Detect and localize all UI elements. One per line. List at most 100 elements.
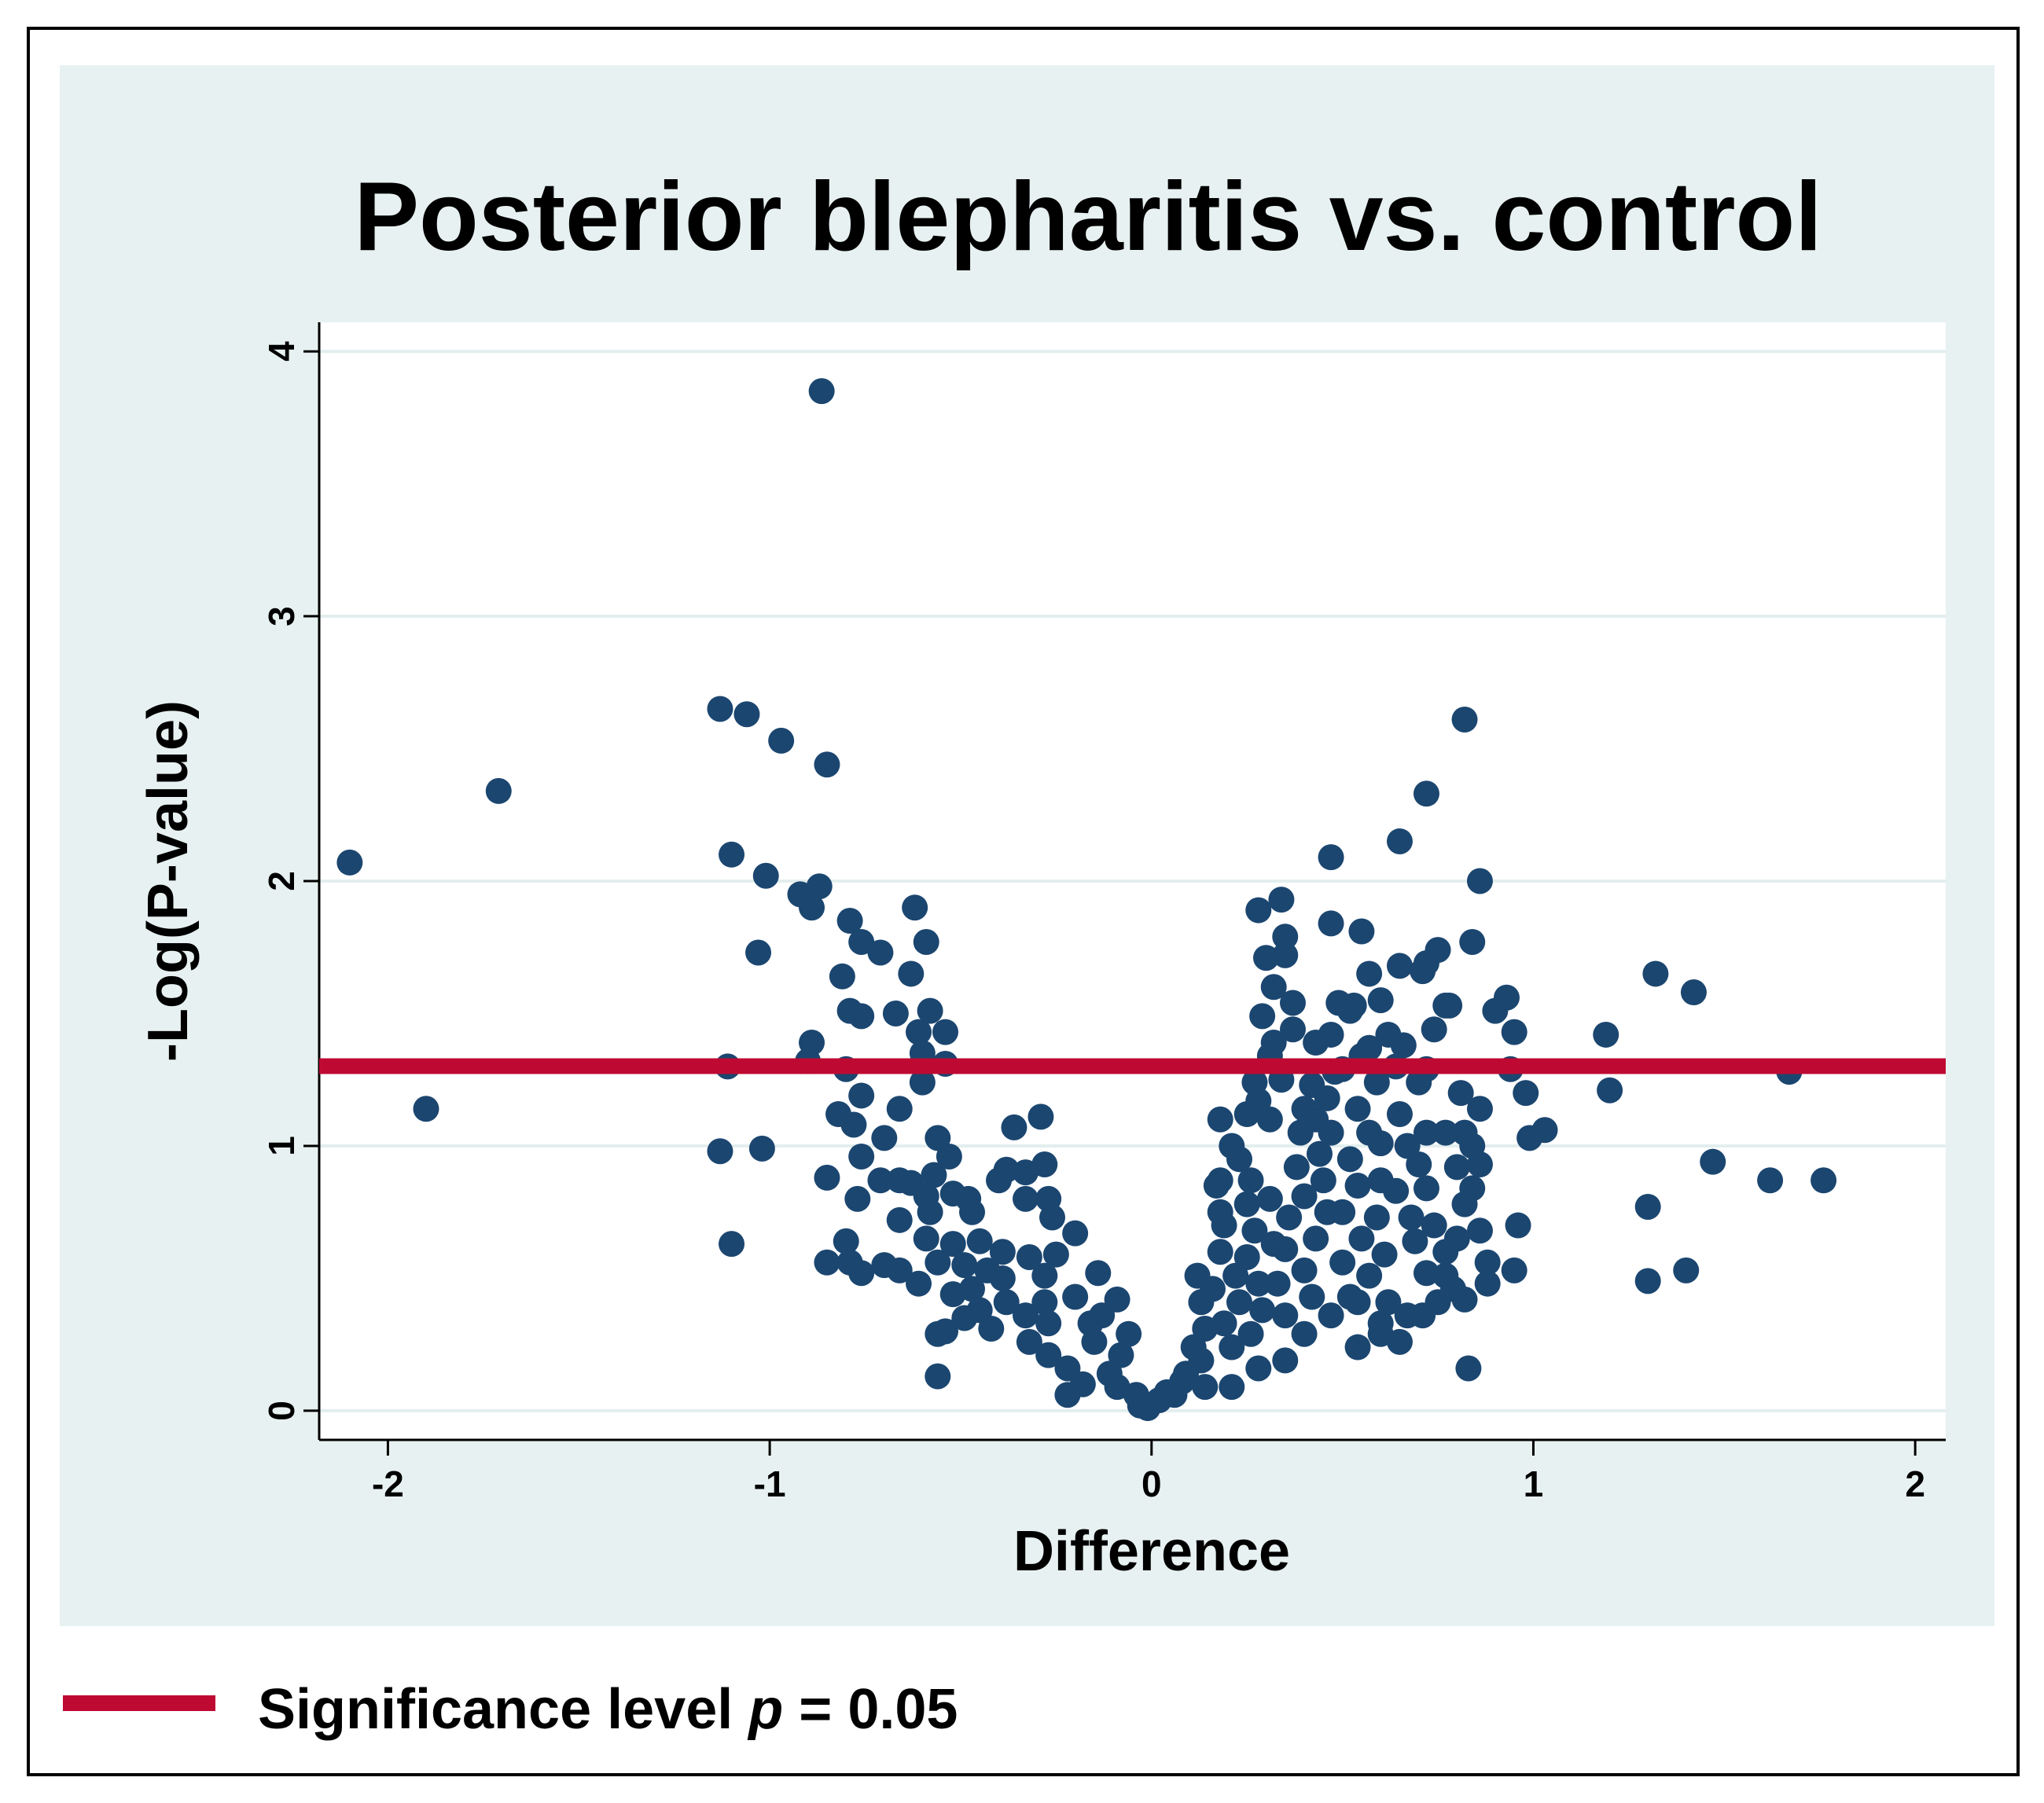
point bbox=[1451, 706, 1478, 733]
point bbox=[1344, 1096, 1371, 1122]
point bbox=[1413, 1175, 1439, 1202]
point bbox=[1062, 1220, 1089, 1247]
point bbox=[867, 1167, 894, 1194]
point bbox=[1252, 945, 1279, 971]
point bbox=[1318, 910, 1344, 937]
point bbox=[1291, 1257, 1318, 1283]
y-tick-label: 0 bbox=[261, 1401, 302, 1421]
point bbox=[886, 1096, 913, 1122]
point bbox=[1436, 992, 1463, 1019]
point bbox=[1680, 979, 1707, 1006]
point bbox=[913, 929, 939, 956]
point bbox=[1459, 1133, 1486, 1159]
point bbox=[1299, 1283, 1325, 1310]
point bbox=[1028, 1103, 1054, 1130]
point bbox=[1344, 1289, 1371, 1316]
point bbox=[1035, 1342, 1062, 1368]
point bbox=[1413, 1119, 1439, 1146]
point bbox=[959, 1199, 986, 1225]
point bbox=[1184, 1262, 1211, 1289]
point bbox=[1260, 1231, 1287, 1258]
point bbox=[1256, 1185, 1283, 1212]
legend-label-part: Significance level bbox=[258, 1678, 748, 1741]
point bbox=[1318, 1021, 1344, 1048]
point bbox=[814, 1249, 840, 1276]
point bbox=[1410, 958, 1436, 985]
point bbox=[814, 1164, 840, 1191]
point bbox=[840, 1111, 867, 1138]
x-tick-label: 1 bbox=[1524, 1463, 1544, 1504]
point bbox=[1482, 997, 1509, 1024]
point bbox=[917, 1199, 943, 1225]
point bbox=[1279, 1016, 1306, 1043]
point bbox=[413, 1096, 439, 1122]
point bbox=[1279, 990, 1306, 1016]
point bbox=[1016, 1328, 1042, 1355]
point bbox=[1386, 828, 1413, 854]
point bbox=[707, 1138, 733, 1165]
point bbox=[1291, 1320, 1318, 1347]
point bbox=[993, 1156, 1020, 1183]
point bbox=[925, 1320, 951, 1347]
point bbox=[921, 1162, 947, 1188]
point bbox=[1375, 1289, 1402, 1316]
point bbox=[752, 862, 779, 889]
point bbox=[1299, 1071, 1325, 1098]
legend-label-part: p bbox=[747, 1678, 783, 1741]
point bbox=[909, 1069, 936, 1096]
point bbox=[1757, 1167, 1784, 1194]
point bbox=[1233, 1243, 1260, 1270]
point bbox=[1356, 960, 1383, 987]
point bbox=[1593, 1021, 1619, 1048]
point bbox=[966, 1228, 993, 1254]
point bbox=[1673, 1257, 1700, 1283]
point bbox=[799, 894, 825, 921]
point bbox=[978, 1315, 1005, 1342]
point bbox=[993, 1289, 1020, 1316]
point bbox=[1207, 1239, 1233, 1265]
point bbox=[1318, 1119, 1344, 1146]
point bbox=[925, 1249, 951, 1276]
point bbox=[1207, 1106, 1233, 1133]
point bbox=[1318, 1302, 1344, 1329]
point bbox=[1348, 1225, 1375, 1252]
point bbox=[1013, 1302, 1039, 1329]
point bbox=[1421, 1212, 1447, 1239]
point bbox=[1455, 1355, 1482, 1382]
point bbox=[898, 960, 925, 987]
point bbox=[1318, 844, 1344, 871]
point bbox=[1153, 1379, 1180, 1405]
point bbox=[1363, 1204, 1390, 1231]
point bbox=[829, 963, 855, 990]
point bbox=[1451, 1286, 1478, 1313]
point bbox=[1386, 1101, 1413, 1128]
point bbox=[1356, 1119, 1383, 1146]
point bbox=[1505, 1212, 1531, 1239]
point bbox=[1501, 1019, 1527, 1045]
point bbox=[1226, 1289, 1252, 1316]
point bbox=[1344, 1334, 1371, 1361]
point bbox=[1390, 1032, 1417, 1059]
point bbox=[1219, 1374, 1245, 1401]
point bbox=[936, 1143, 962, 1170]
y-tick-label: 3 bbox=[261, 606, 302, 626]
point bbox=[1062, 1283, 1089, 1310]
point bbox=[1306, 1140, 1333, 1167]
point bbox=[1394, 1133, 1421, 1159]
point bbox=[1811, 1167, 1837, 1194]
point bbox=[917, 997, 943, 1024]
y-axis-title: -Log(P-value) bbox=[137, 700, 200, 1062]
point bbox=[1501, 1257, 1527, 1283]
point bbox=[1314, 1199, 1340, 1225]
point bbox=[1413, 1260, 1439, 1287]
point bbox=[1237, 1167, 1264, 1194]
point bbox=[1245, 1270, 1272, 1297]
point bbox=[1245, 1355, 1272, 1382]
point bbox=[1233, 1101, 1260, 1128]
point bbox=[1356, 1034, 1383, 1061]
point bbox=[719, 1231, 745, 1258]
point bbox=[882, 1000, 909, 1026]
point bbox=[1272, 924, 1299, 950]
point bbox=[867, 939, 894, 966]
